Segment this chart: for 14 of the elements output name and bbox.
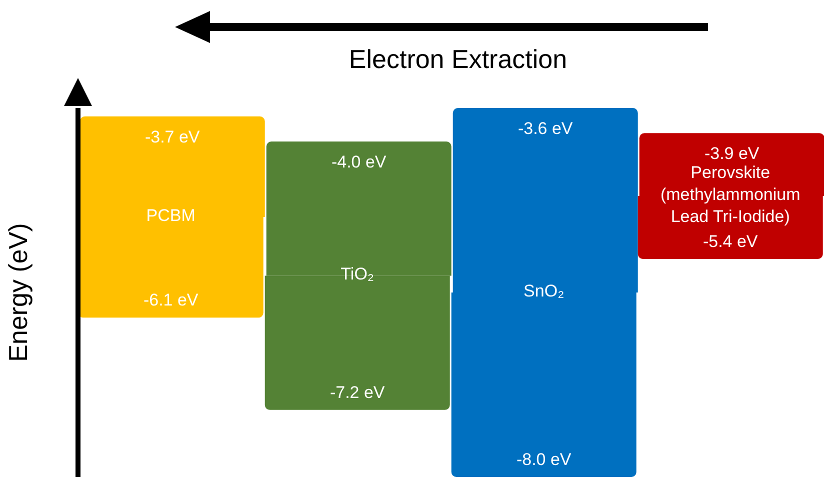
category-label: TiO₂ (340, 265, 374, 284)
category-label: SnO₂ (524, 282, 564, 301)
text: Electron Extraction (348, 44, 568, 74)
data-label: -8.0 eV (516, 450, 572, 469)
data-label: -3.9 eV (704, 144, 760, 164)
data-label: -6.1 eV (143, 290, 199, 310)
text: Energy (eV) (3, 223, 34, 362)
data-label: -5.4 eV (702, 232, 758, 251)
data-label: -3.7 eV (144, 127, 200, 146)
data-label: -4.0 eV (331, 152, 387, 172)
data-label: -3.6 eV (518, 119, 574, 138)
category-label: Perovskite (methylammonium Lead Tri-Iodide) (660, 164, 800, 227)
data-label: -7.2 eV (330, 382, 386, 402)
category-label: PCBM (146, 206, 196, 226)
